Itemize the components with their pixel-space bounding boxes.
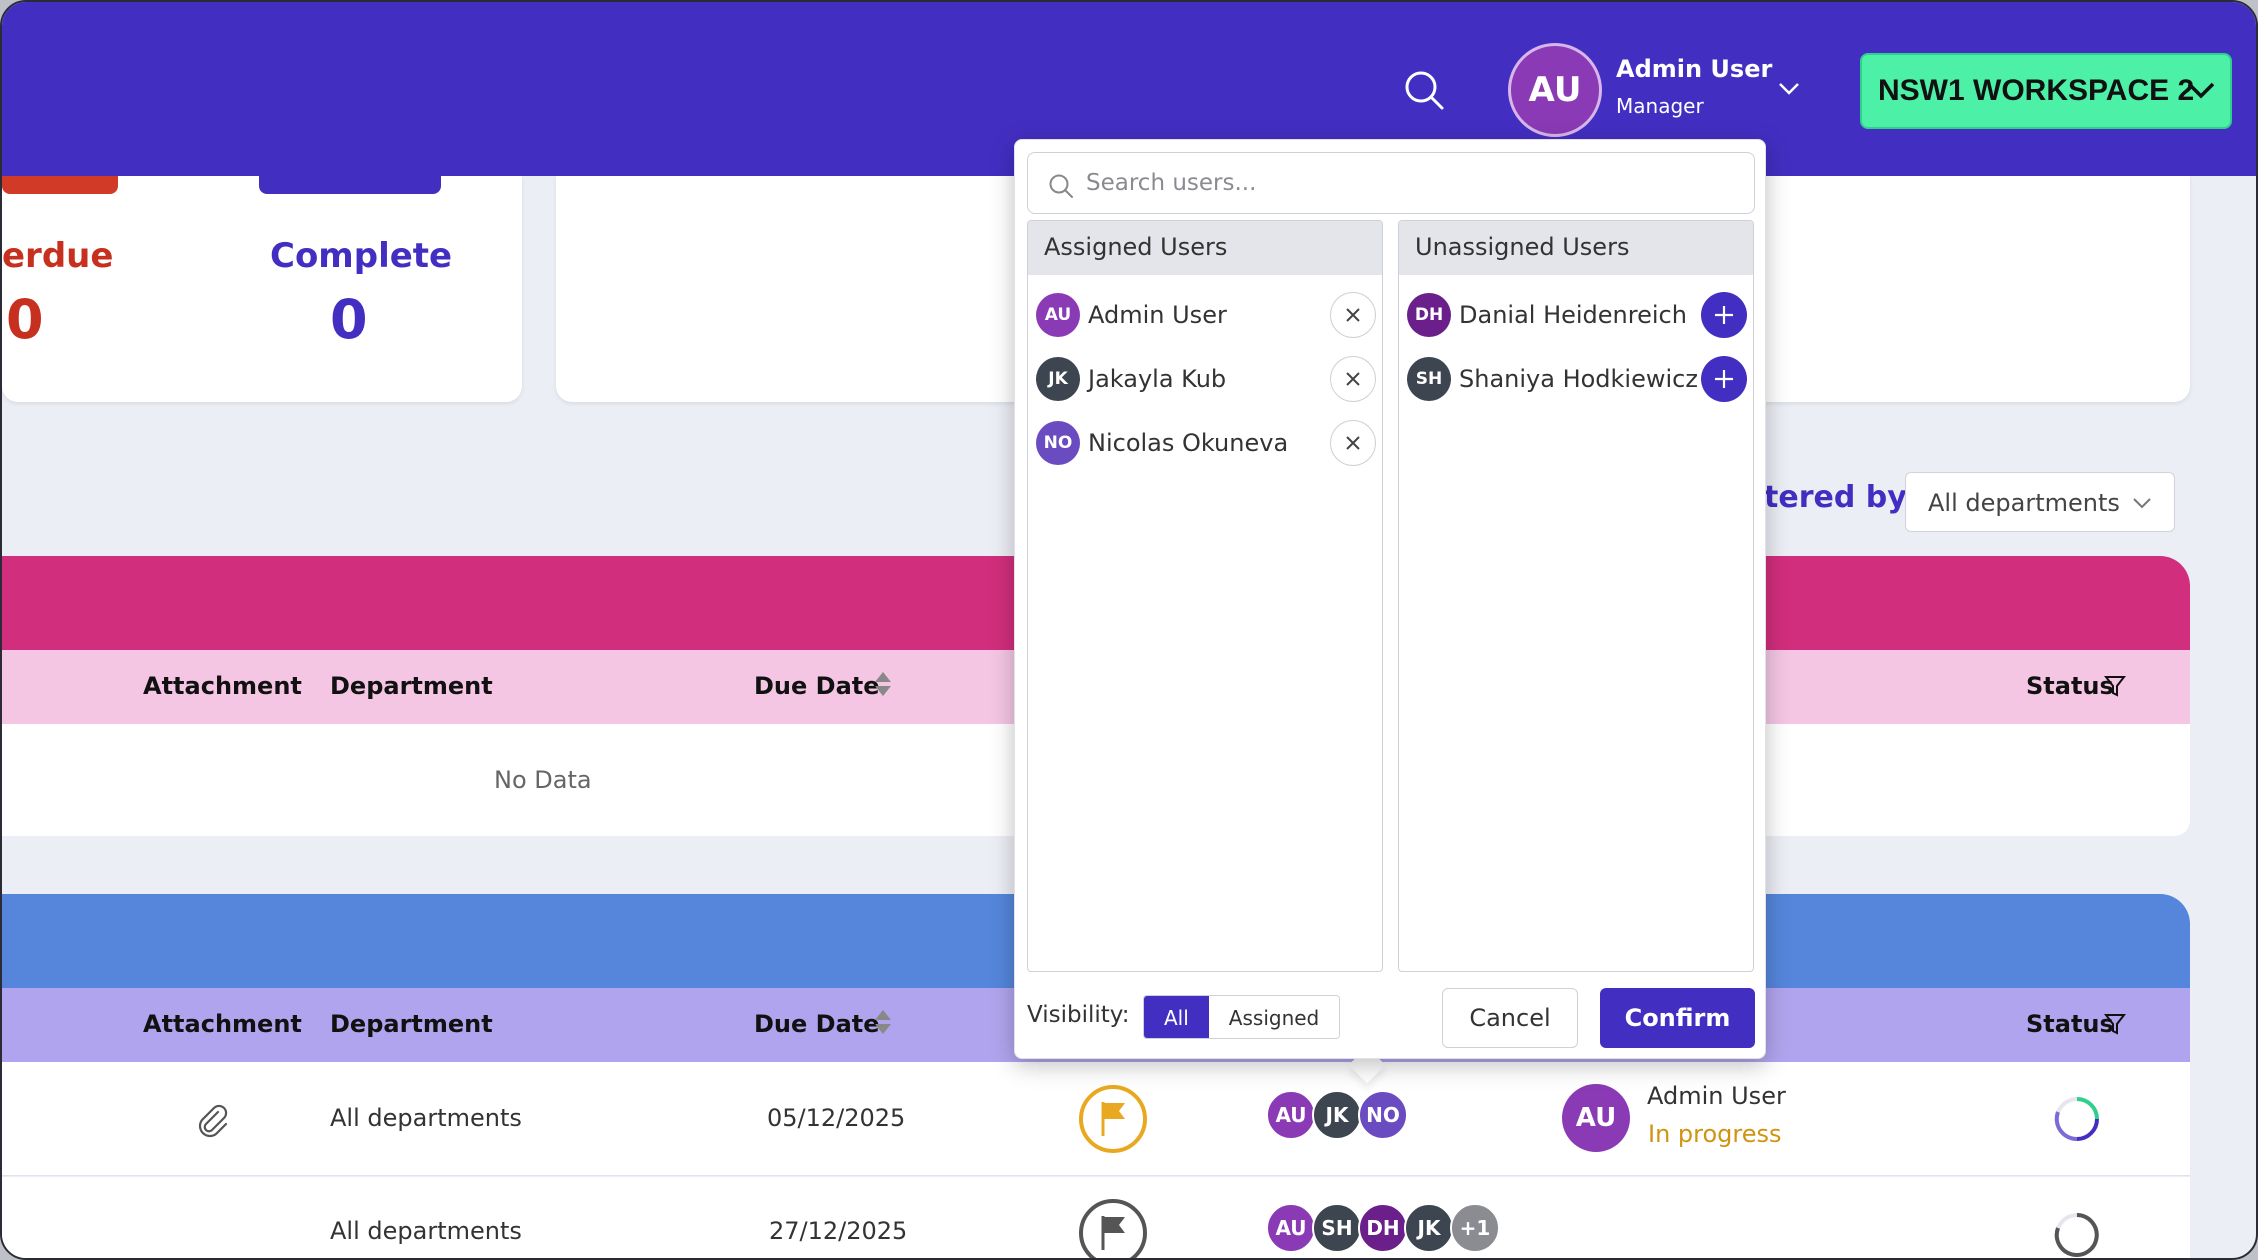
remove-user-button[interactable] xyxy=(1330,356,1376,402)
complete-label: Complete xyxy=(270,236,453,276)
workspace-selector[interactable]: NSW1 WORKSPACE 2 xyxy=(1860,53,2232,129)
user-name: Nicolas Okuneva xyxy=(1088,429,1289,457)
stats-card xyxy=(2,176,522,402)
list-item: NO Nicolas Okuneva xyxy=(1036,419,1376,467)
user-avatar: AU xyxy=(1036,293,1080,337)
assignee-avatar[interactable]: DH xyxy=(1358,1203,1408,1253)
col-department[interactable]: Department xyxy=(330,1010,493,1038)
row-department: All departments xyxy=(330,1104,522,1132)
filter-icon[interactable] xyxy=(2104,674,2126,698)
col-status[interactable]: Status xyxy=(2026,1010,2114,1038)
close-icon xyxy=(1346,372,1360,386)
plus-icon xyxy=(1715,370,1733,388)
visibility-assigned-option[interactable]: Assigned xyxy=(1208,996,1340,1038)
sort-icon[interactable] xyxy=(874,670,892,698)
user-avatar: DH xyxy=(1407,293,1451,337)
status-text: In progress xyxy=(1648,1120,1782,1148)
empty-text: No Data xyxy=(494,766,592,794)
list-item: JK Jakayla Kub xyxy=(1036,355,1376,403)
row-department: All departments xyxy=(330,1217,522,1245)
close-icon xyxy=(1346,436,1360,450)
assignee-avatar[interactable]: JK xyxy=(1404,1203,1454,1253)
col-attachment[interactable]: Attachment xyxy=(143,672,302,700)
close-icon xyxy=(1346,308,1360,322)
assignee-avatar[interactable]: NO xyxy=(1358,1090,1408,1140)
workspace-label: NSW1 WORKSPACE 2 xyxy=(1878,74,2195,107)
unassigned-users-title: Unassigned Users xyxy=(1399,221,1753,275)
complete-bar xyxy=(259,176,441,194)
chevron-down-icon xyxy=(2187,82,2215,99)
unassigned-users-panel: Unassigned Users DH Danial Heidenreich S… xyxy=(1398,220,1754,972)
col-department[interactable]: Department xyxy=(330,672,493,700)
chevron-down-icon[interactable] xyxy=(1778,82,1800,96)
user-name: Shaniya Hodkiewicz xyxy=(1459,365,1698,393)
assignee-avatar[interactable]: AU xyxy=(1266,1203,1316,1253)
assign-users-popup: Assigned Users AU Admin User JK Jakayla … xyxy=(1014,139,1766,1059)
paperclip-icon[interactable] xyxy=(194,1102,230,1138)
complete-value: 0 xyxy=(330,288,368,351)
row-due-date: 27/12/2025 xyxy=(769,1217,908,1245)
overdue-label: erdue xyxy=(2,236,114,276)
table-row[interactable]: All departments 27/12/2025 AU SH DH JK +… xyxy=(2,1177,2190,1260)
col-status[interactable]: Status xyxy=(2026,672,2114,700)
user-search-input[interactable] xyxy=(1086,165,1736,201)
user-avatar: NO xyxy=(1036,421,1080,465)
add-user-button[interactable] xyxy=(1701,356,1747,402)
col-due-date[interactable]: Due Date xyxy=(754,1010,880,1038)
progress-ring-icon xyxy=(2054,1213,2099,1257)
assignee-avatar[interactable]: JK xyxy=(1312,1090,1362,1140)
search-icon[interactable] xyxy=(1402,68,1446,112)
col-attachment[interactable]: Attachment xyxy=(143,1010,302,1038)
visibility-label: Visibility: xyxy=(1027,1002,1130,1028)
user-role: Manager xyxy=(1616,94,1704,118)
remove-user-button[interactable] xyxy=(1330,292,1376,338)
plus-icon xyxy=(1715,306,1733,324)
user-name: Admin User xyxy=(1088,301,1227,329)
overdue-bar xyxy=(2,176,118,194)
row-due-date: 05/12/2025 xyxy=(767,1104,906,1132)
assignee-avatar[interactable]: AU xyxy=(1266,1090,1316,1140)
assignee-avatar[interactable]: SH xyxy=(1312,1203,1362,1253)
user-name[interactable]: Admin User xyxy=(1616,55,1773,83)
cancel-button[interactable]: Cancel xyxy=(1442,988,1578,1048)
user-name: Danial Heidenreich xyxy=(1459,301,1687,329)
user-name: Jakayla Kub xyxy=(1088,365,1227,393)
table-row[interactable]: All departments 05/12/2025 AU JK NO AU A… xyxy=(2,1062,2190,1176)
flag-icon[interactable] xyxy=(1078,1084,1148,1154)
confirm-button[interactable]: Confirm xyxy=(1600,988,1755,1048)
remove-user-button[interactable] xyxy=(1330,420,1376,466)
filter-label: tered by: xyxy=(1764,480,1919,515)
user-avatar: JK xyxy=(1036,357,1080,401)
overdue-value: 0 xyxy=(6,288,44,351)
department-filter-select[interactable]: All departments xyxy=(1905,472,2175,532)
assigned-users-title: Assigned Users xyxy=(1028,221,1382,275)
visibility-toggle: All Assigned xyxy=(1143,995,1341,1039)
progress-ring-icon xyxy=(2054,1097,2099,1142)
filter-icon[interactable] xyxy=(2104,1012,2126,1036)
list-item: AU Admin User xyxy=(1036,291,1376,339)
flag-icon[interactable] xyxy=(1078,1198,1148,1260)
user-avatar[interactable]: AU xyxy=(1508,43,1602,137)
chevron-down-icon xyxy=(2133,498,2151,509)
status-user-avatar: AU xyxy=(1562,1084,1630,1152)
assigned-users-panel: Assigned Users AU Admin User JK Jakayla … xyxy=(1027,220,1383,972)
department-filter-value: All departments xyxy=(1928,489,2120,517)
status-user-name: Admin User xyxy=(1647,1082,1786,1110)
user-avatar: SH xyxy=(1407,357,1451,401)
user-search-field[interactable] xyxy=(1027,152,1755,214)
visibility-all-option[interactable]: All xyxy=(1144,996,1209,1038)
col-due-date[interactable]: Due Date xyxy=(754,672,880,700)
add-user-button[interactable] xyxy=(1701,292,1747,338)
list-item: DH Danial Heidenreich xyxy=(1407,291,1747,339)
search-icon xyxy=(1049,174,1073,198)
list-item: SH Shaniya Hodkiewicz xyxy=(1407,355,1747,403)
more-assignees-badge[interactable]: +1 xyxy=(1450,1203,1500,1253)
sort-icon[interactable] xyxy=(874,1008,892,1036)
